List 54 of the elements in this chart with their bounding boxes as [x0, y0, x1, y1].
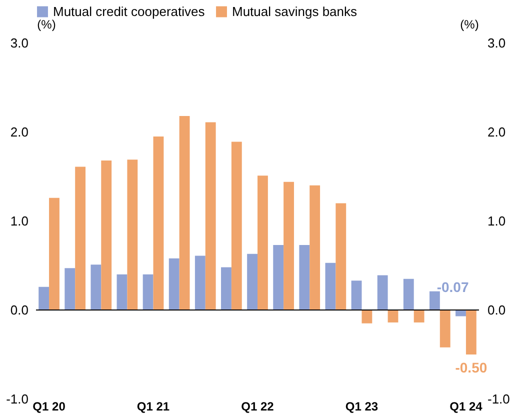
bar	[258, 176, 268, 310]
bar	[388, 310, 398, 322]
bar	[168, 258, 180, 310]
bar	[377, 275, 388, 310]
bar	[49, 198, 60, 310]
x-tick-label: Q1 24	[450, 400, 483, 414]
bar	[153, 136, 164, 310]
legend-label: Mutual savings banks	[232, 4, 358, 19]
bar	[325, 262, 336, 310]
legend-label: Mutual credit cooperatives	[53, 4, 206, 19]
y-tick-label: 3.0	[10, 36, 28, 50]
y-tick-label: 1.0	[10, 214, 28, 228]
bar	[90, 264, 102, 310]
bar	[64, 268, 76, 310]
bar	[284, 182, 294, 310]
bar	[466, 310, 476, 354]
bar	[247, 254, 258, 310]
bar	[127, 160, 138, 310]
y-tick-label: -1.0	[6, 392, 28, 406]
bar	[429, 291, 440, 310]
bar	[205, 122, 216, 310]
bar	[142, 274, 154, 310]
bar	[179, 116, 190, 310]
y2-tick-label: 2.0	[488, 124, 506, 140]
bar	[403, 278, 414, 310]
bar	[101, 160, 112, 310]
bar	[310, 185, 320, 310]
y-tick-label: 2.0	[10, 124, 28, 140]
data-label: -0.07	[436, 279, 469, 296]
x-tick-label: Q1 21	[136, 400, 170, 414]
x-tick-label: Q1 20	[32, 400, 66, 414]
bar	[231, 142, 242, 310]
bar	[414, 310, 424, 322]
bar	[38, 286, 50, 310]
bar	[440, 310, 450, 348]
bar	[299, 245, 310, 310]
y2-tick-label: 1.0	[488, 214, 506, 228]
bar	[336, 203, 346, 310]
x-tick-label: Q1 22	[241, 400, 274, 414]
bar	[351, 280, 362, 310]
bar	[75, 166, 86, 310]
bar	[116, 274, 128, 310]
y-tick-label: 0.0	[10, 302, 28, 318]
y2-tick-label: -1.0	[488, 392, 510, 406]
bar	[194, 256, 206, 310]
x-tick-label: Q1 23	[345, 400, 378, 414]
bar	[273, 245, 284, 310]
data-label: -0.50	[455, 360, 488, 376]
y2-tick-label: 0.0	[488, 302, 506, 318]
y2-axis-title: (%)	[460, 18, 479, 32]
y2-tick-label: 3.0	[488, 36, 506, 50]
y-axis-title: (%)	[37, 18, 56, 32]
bar	[221, 267, 232, 310]
bar	[362, 310, 372, 324]
